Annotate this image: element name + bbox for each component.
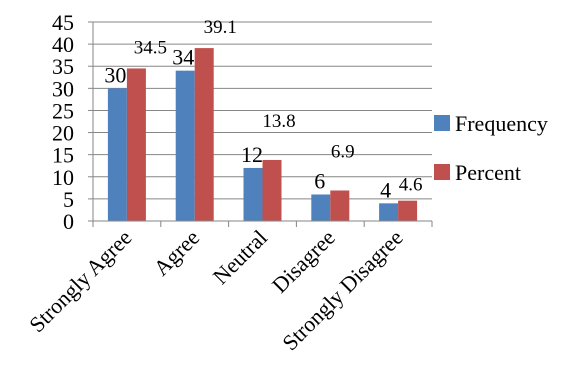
y-tick-label: 45: [52, 10, 74, 35]
x-tick-label: Neutral: [208, 225, 272, 289]
bar-frequency-1: [107, 88, 127, 221]
data-label-frequency: 12: [241, 142, 263, 167]
bar-percent-5: [398, 200, 418, 221]
legend-label-percent: Percent: [455, 160, 521, 185]
legend: Frequency Percent: [434, 111, 548, 185]
data-label-percent: 13.8: [262, 111, 295, 132]
y-tick-label: 5: [63, 187, 74, 212]
data-label-percent: 34.5: [134, 37, 167, 58]
data-label-frequency: 34: [172, 45, 194, 70]
bar-frequency-5: [379, 203, 399, 221]
y-tick-label: 30: [52, 76, 74, 101]
legend-label-frequency: Frequency: [455, 111, 548, 136]
y-tick-label: 15: [52, 143, 74, 168]
y-tick-label: 10: [52, 165, 74, 190]
bar-percent-2: [194, 48, 214, 221]
x-axis: Strongly Agree Agree NeutralDisagreeStrong…: [24, 220, 433, 355]
data-label-percent: 39.1: [204, 17, 237, 38]
legend-swatch-frequency: [434, 115, 450, 131]
bar-percent-4: [330, 190, 350, 221]
data-label-percent: 4.6: [399, 175, 423, 196]
y-tick-label: 20: [52, 121, 74, 146]
bar-frequency-2: [175, 70, 195, 222]
gridlines: [93, 21, 432, 200]
data-label-frequency: 30: [104, 62, 126, 87]
bars: [107, 48, 418, 222]
y-tick-label: 40: [52, 32, 74, 57]
data-label-frequency: 4: [380, 177, 391, 202]
x-tick-label: Agree: [149, 225, 205, 281]
bar-percent-1: [126, 68, 146, 221]
y-tick-label: 0: [63, 209, 74, 234]
data-labels: 30 34.5 34 39.1 12 13.8 6 6.9 4 4.6: [104, 17, 422, 202]
x-tick-label: Strongly Agree: [24, 225, 136, 337]
legend-swatch-percent: [434, 164, 450, 180]
bar-frequency-4: [311, 194, 331, 221]
y-tick-label: 25: [52, 98, 74, 123]
data-label-frequency: 6: [314, 168, 325, 193]
y-tick-label: 35: [52, 54, 74, 79]
data-label-percent: 6.9: [331, 141, 355, 162]
x-tick-label: Strongly Disagree: [277, 225, 407, 355]
bar-frequency-3: [243, 167, 263, 221]
bar-percent-3: [262, 159, 282, 221]
